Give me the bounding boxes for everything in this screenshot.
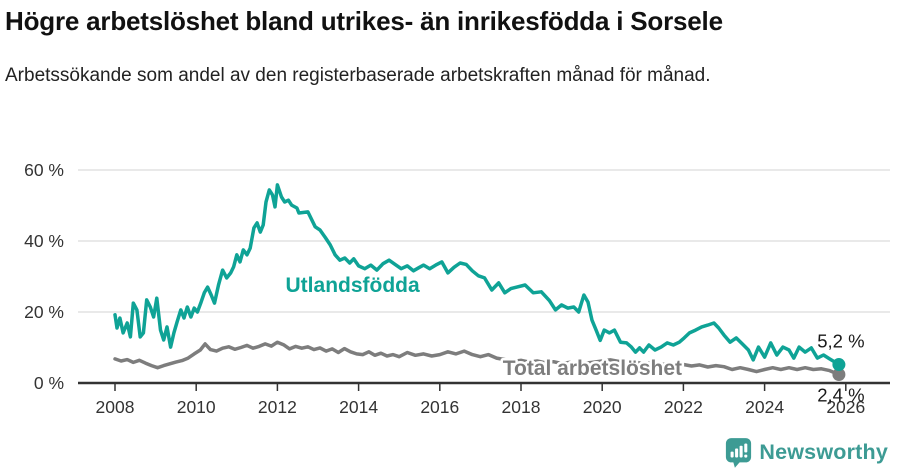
x-tick-label: 2012 (258, 397, 297, 417)
newsworthy-logo-icon (726, 438, 752, 468)
x-tick-label: 2020 (583, 397, 622, 417)
brand-footer: Newsworthy (725, 437, 888, 468)
x-tick-label: 2016 (420, 397, 459, 417)
x-tick-label: 2022 (664, 397, 703, 417)
x-tick-label: 2008 (96, 397, 135, 417)
series-line (113, 183, 841, 367)
series-line (113, 340, 841, 377)
chart-title: Högre arbetslöshet bland utrikes- än inr… (5, 6, 723, 36)
series-label: Utlandsfödda (286, 274, 420, 297)
y-tick-label: 0 % (34, 373, 64, 393)
y-tick-label: 20 % (24, 302, 64, 322)
x-tick-label: 2014 (339, 397, 378, 417)
x-tick-label: 2018 (502, 397, 541, 417)
x-tick-label: 2026 (826, 397, 865, 417)
series-end-dot (832, 358, 846, 372)
x-tick-label: 2024 (745, 397, 784, 417)
y-tick-label: 40 % (24, 231, 64, 251)
series-end-dot (832, 367, 846, 381)
series-end-label: 5,2 % (817, 331, 864, 352)
x-tick-label: 2010 (177, 397, 216, 417)
series-end-label: 2,4 % (817, 384, 864, 405)
brand-name: Newsworthy (759, 440, 888, 464)
chart-subtitle: Arbetssökande som andel av den registerb… (5, 65, 711, 86)
y-tick-label: 60 % (24, 160, 64, 180)
series-label: Total arbetslöshet (503, 357, 682, 380)
